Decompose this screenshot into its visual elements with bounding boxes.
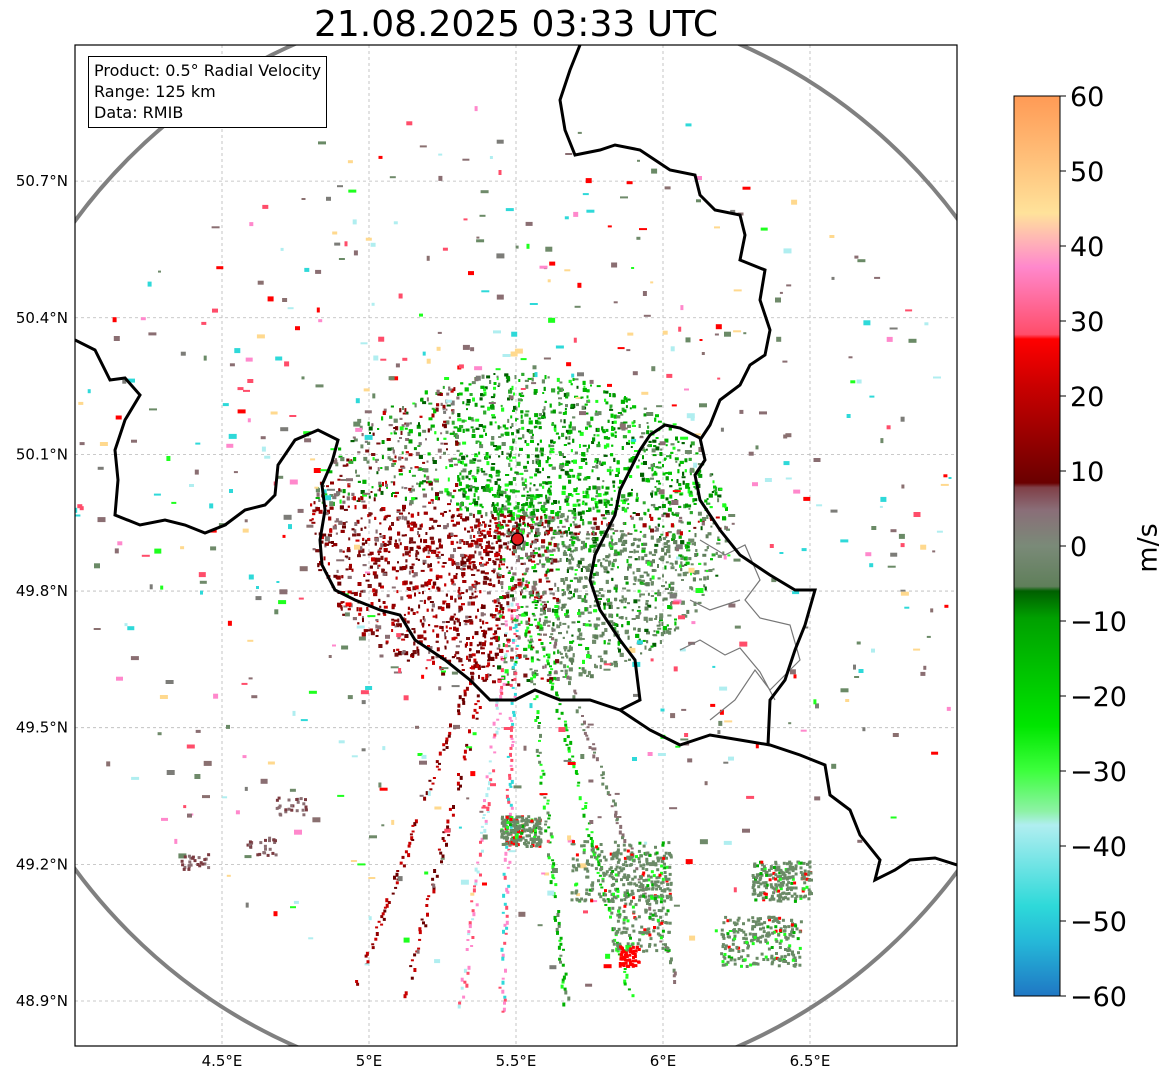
map-title: 21.08.2025 03:33 UTC [313,4,719,45]
colorbar-tick-label: −40 [1070,832,1127,863]
info-box: Product: 0.5° Radial Velocity Range: 125… [88,56,328,128]
colorbar-tick-label: 0 [1070,532,1087,563]
colorbar-tick-label: 20 [1070,382,1104,413]
map-frame [74,44,958,1047]
axis-ticks: 4.5°E 5°E 5.5°E 6°E 6.5°E 48.9°N 49.2°N 49.5°N 4… [16,172,831,1070]
county-borders [679,539,801,721]
colorbar-unit: m/s [1134,523,1164,572]
colorbar-ticks: 60 50 40 30 20 10 0 −10 −20 −30 −40 −50 −60 [1060,82,1127,1013]
y-tick-label: 50.7°N [16,172,68,190]
x-tick-label: 5.5°E [496,1052,537,1070]
colorbar-tick-label: 30 [1070,307,1104,338]
y-tick-label: 49.5°N [16,719,68,737]
borders [75,45,957,883]
colorbar-tick-label: 40 [1070,232,1104,263]
colorbar-tick-label: −10 [1070,607,1127,638]
colorbar-tick-label: 10 [1070,457,1104,488]
x-tick-label: 4.5°E [202,1052,243,1070]
x-tick-label: 6.5°E [790,1052,831,1070]
x-tick-label: 6°E [650,1052,677,1070]
colorbar-tick-label: −50 [1070,907,1127,938]
colorbar-tick-label: 60 [1070,82,1104,113]
country-border-west [75,338,817,746]
country-border-south [619,708,957,883]
x-tick-label: 5°E [356,1052,383,1070]
info-product: Product: 0.5° Radial Velocity [94,61,322,80]
radar-site-marker [510,532,525,546]
radar-echoes [75,106,957,1013]
y-tick-label: 49.2°N [16,855,68,873]
y-tick-label: 50.4°N [16,309,68,327]
colorbar-tick-label: 50 [1070,157,1104,188]
colorbar-tick-label: −30 [1070,757,1127,788]
colorbar-tick-label: −60 [1070,982,1127,1013]
country-border-east [558,45,772,441]
colorbar-unit-label: m/s [1134,523,1164,572]
info-range: Range: 125 km [94,82,216,101]
colorbar [1013,95,1061,997]
y-tick-label: 50.1°N [16,445,68,463]
colorbar-tick-label: −20 [1070,682,1127,713]
info-source: Data: RMIB [94,103,184,122]
y-tick-label: 49.8°N [16,582,68,600]
y-tick-label: 48.9°N [16,992,68,1010]
